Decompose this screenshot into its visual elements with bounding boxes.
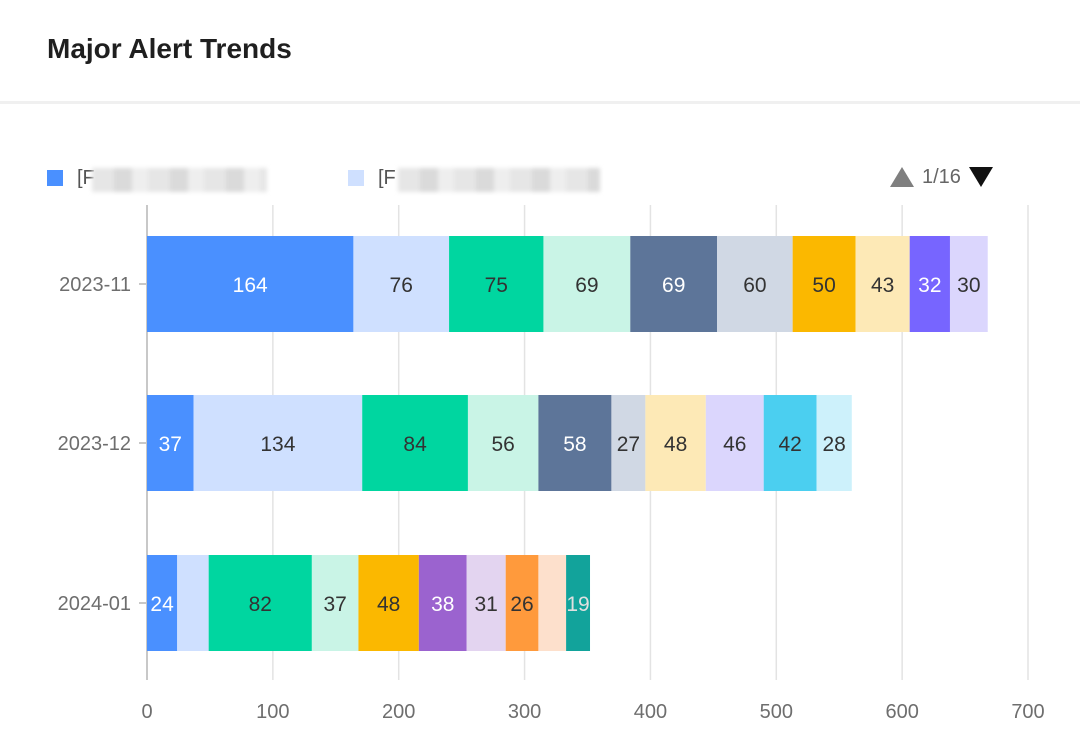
y-tick-label: 2023-11 — [59, 274, 131, 296]
data-label: 27 — [617, 433, 640, 456]
bar-segment — [147, 555, 178, 651]
bar-segment — [645, 395, 706, 491]
bar-segment — [949, 236, 988, 332]
y-tick-label: 2023-12 — [58, 433, 131, 455]
legend-item-series-2[interactable]: [F — [348, 160, 396, 196]
bar-segment — [147, 236, 354, 332]
data-label: 69 — [662, 274, 685, 297]
page-title: Major Alert Trends — [47, 33, 292, 64]
pager-up-icon[interactable] — [890, 167, 914, 187]
bar-segment — [909, 236, 950, 332]
bar-segment — [505, 555, 539, 651]
bar-segment — [855, 236, 910, 332]
data-label: 24 — [150, 593, 174, 616]
x-tick-label: 700 — [1011, 701, 1044, 723]
data-label: 28 — [823, 433, 846, 456]
data-label: 58 — [563, 433, 586, 456]
data-label: 76 — [390, 274, 413, 297]
x-tick-label: 100 — [256, 701, 289, 723]
bar-segment — [792, 236, 856, 332]
data-label: 37 — [159, 433, 182, 456]
legend-label: [F — [77, 166, 95, 189]
data-label: 31 — [475, 593, 498, 616]
x-tick-label: 500 — [760, 701, 793, 723]
x-tick-label: 300 — [508, 701, 541, 723]
data-label: 82 — [249, 593, 272, 616]
pager-text: 1/16 — [922, 165, 961, 188]
data-label: 56 — [491, 433, 514, 456]
bar-segment — [630, 236, 718, 332]
data-label: 60 — [743, 274, 766, 297]
bar-segment — [611, 395, 646, 491]
bar-segment — [177, 555, 209, 651]
data-label: 48 — [664, 433, 687, 456]
data-label: 48 — [377, 593, 400, 616]
data-label: 84 — [403, 433, 427, 456]
y-tick-label: 2024-01 — [58, 593, 131, 615]
x-tick-label: 400 — [634, 701, 667, 723]
bar-segment — [353, 236, 450, 332]
data-label: 46 — [723, 433, 746, 456]
x-tick-label: 600 — [885, 701, 918, 723]
data-label: 43 — [871, 274, 894, 297]
data-label: 26 — [510, 593, 533, 616]
bar-segment — [467, 395, 539, 491]
legend-swatch-icon — [348, 170, 364, 186]
bar-segment — [449, 236, 544, 332]
bar-segment — [358, 555, 419, 651]
data-label: 19 — [566, 593, 589, 616]
bar-segment — [816, 395, 852, 491]
bar-segment — [193, 395, 363, 491]
bar-segment — [705, 395, 764, 491]
bar-segment — [147, 395, 194, 491]
data-label: 42 — [778, 433, 801, 456]
pager-down-icon[interactable] — [968, 167, 993, 187]
card-header: Major Alert Trends — [0, 0, 1080, 104]
legend-item-series-1[interactable]: [F — [47, 160, 95, 196]
data-label: 75 — [485, 274, 508, 297]
bar-segment — [763, 395, 817, 491]
bar-segment — [566, 555, 591, 651]
data-label: 50 — [812, 274, 835, 297]
data-label: 32 — [918, 274, 941, 297]
legend-label: [F — [378, 166, 396, 189]
x-tick-label: 0 — [141, 701, 152, 723]
bar-segment — [717, 236, 793, 332]
data-label: 37 — [323, 593, 346, 616]
data-label: 38 — [431, 593, 454, 616]
redacted-legend-text — [92, 168, 267, 192]
x-tick-label: 200 — [382, 701, 415, 723]
data-label: 164 — [233, 274, 268, 297]
bar-segment — [208, 555, 312, 651]
data-label: 134 — [260, 433, 295, 456]
redacted-legend-text — [398, 168, 600, 192]
bar-segment — [538, 555, 567, 651]
bar-segment — [418, 555, 467, 651]
legend-pager: 1/16 — [890, 162, 993, 192]
bar-segment — [311, 555, 359, 651]
chart-legend: [F [F — [0, 160, 1080, 200]
bar-segment — [362, 395, 468, 491]
legend-swatch-icon — [47, 170, 63, 186]
bar-segment — [466, 555, 506, 651]
bar-segment — [543, 236, 631, 332]
data-label: 30 — [957, 274, 980, 297]
bar-segment — [538, 395, 612, 491]
data-label: 69 — [575, 274, 598, 297]
